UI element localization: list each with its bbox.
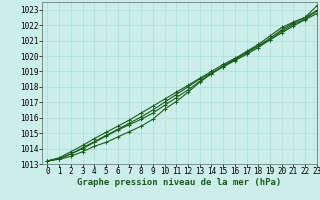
X-axis label: Graphe pression niveau de la mer (hPa): Graphe pression niveau de la mer (hPa) — [77, 178, 281, 187]
